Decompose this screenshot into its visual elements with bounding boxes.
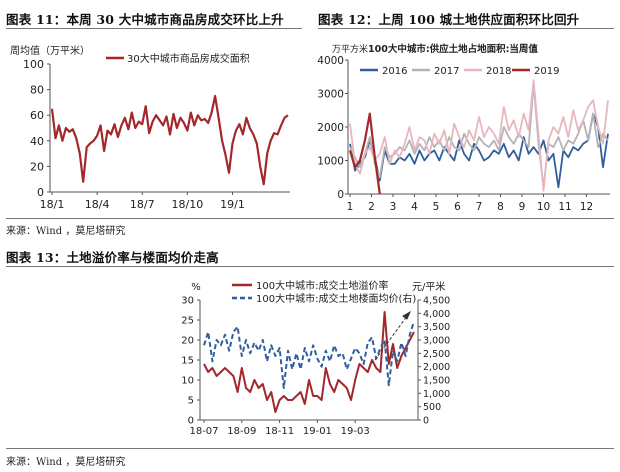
x-tick-label: 18/10 — [172, 198, 204, 211]
y-tick-label-left: 20 — [181, 336, 194, 347]
x-tick-label: 19/1 — [220, 198, 245, 211]
source-divider-bottom — [6, 448, 614, 449]
y-tick-label-left: 0 — [188, 416, 194, 427]
y-tick-label-right: 3,000 — [423, 336, 450, 347]
y-tick-label-right: 1,000 — [423, 389, 450, 400]
y-axis-unit-right: 元/平米 — [412, 280, 445, 293]
x-tick-label: 18/7 — [130, 198, 155, 211]
y-tick-label: 0 — [37, 186, 44, 199]
source-note-top: 来源：Wind ，莫尼塔研究 — [6, 226, 126, 237]
series-line-floor-price — [203, 321, 415, 389]
x-tick-label: 4 — [411, 201, 418, 213]
y-tick-label-right: 2,000 — [423, 362, 450, 373]
x-tick-label: 19-01 — [303, 426, 332, 437]
chart-fig12: 万平方米 100大中城市:供应土地占地面积:当周值 0 1000 2000 3000 400… — [317, 43, 610, 213]
x-tick-label: 8 — [497, 201, 504, 213]
y-tick-label: 2000 — [317, 122, 344, 134]
series-group-title: 100大中城市:供应土地占地面积:当周值 — [368, 43, 538, 55]
legend-label: 30大中城市商品房成交面积 — [127, 52, 250, 65]
x-tick-label: 3 — [390, 201, 397, 213]
x-tick-label: 18-09 — [227, 426, 256, 437]
y-tick-label: 60 — [30, 109, 44, 122]
annotation-arrowhead — [402, 310, 412, 320]
x-tick-label: 2 — [368, 201, 375, 213]
legend-label-2019: 2019 — [534, 66, 559, 77]
y-tick-label-left: 30 — [181, 296, 194, 307]
chart-title-fig13: 图表 13：土地溢价率与楼面均价走高 — [6, 250, 219, 265]
chart-fig13: % 元/平米 0 5 10 15 20 25 30 0 500 1,000 1,500 2,000 2,50… — [181, 279, 450, 437]
x-tick-label: 11 — [558, 201, 571, 213]
y-tick-label: 0 — [337, 189, 344, 201]
y-axis-unit-left: % — [191, 282, 201, 293]
legend-label-2017: 2017 — [434, 66, 459, 77]
y-tick-label-right: 3,500 — [423, 322, 450, 333]
chart-title-fig11: 图表 11：本周 30 大中城市商品房成交环比上升 — [6, 12, 284, 27]
y-tick-label-right: 1,500 — [423, 376, 450, 387]
legend-label-floor-price: 100大中城市:成交土地楼面均价(右) — [256, 292, 416, 305]
y-axis-title: 周均值（万平米） — [10, 44, 90, 57]
y-axis-title: 万平方米 — [332, 43, 368, 55]
x-tick-label: 10 — [537, 201, 550, 213]
chart-title-fig12: 图表 12：上周 100 城土地供应面积环比回升 — [318, 12, 580, 27]
series-line-2016 — [349, 112, 609, 189]
y-tick-label-right: 0 — [423, 416, 429, 427]
x-tick-label: 19-03 — [341, 426, 370, 437]
y-tick-label-right: 4,500 — [423, 296, 450, 307]
x-tick-label: 12 — [580, 201, 593, 213]
x-tick-label: 6 — [454, 201, 461, 213]
title-divider-right — [318, 28, 614, 29]
y-tick-label-left: 5 — [188, 396, 194, 407]
y-tick-label: 80 — [30, 84, 44, 97]
source-divider-top — [6, 218, 614, 219]
x-tick-label: 18/4 — [85, 198, 110, 211]
y-tick-label: 4000 — [317, 55, 344, 67]
y-tick-label-left: 25 — [181, 316, 194, 327]
y-tick-label: 100 — [23, 58, 44, 71]
y-tick-label-right: 4,000 — [423, 309, 450, 320]
title-divider-left — [6, 28, 302, 29]
x-tick-label: 1 — [347, 201, 354, 213]
y-tick-label-right: 500 — [423, 402, 441, 413]
y-tick-label: 1000 — [317, 156, 344, 168]
source-note-bottom: 来源：Wind ，莫尼塔研究 — [6, 457, 126, 468]
y-tick-label-left: 15 — [181, 356, 194, 367]
y-tick-label: 3000 — [317, 89, 344, 101]
legend-label-premium-rate: 100大中城市:成交土地溢价率 — [256, 279, 388, 292]
y-tick-label-left: 10 — [181, 376, 194, 387]
series-line-2018 — [349, 79, 609, 192]
x-tick-label: 18-07 — [189, 426, 218, 437]
x-tick-label: 9 — [519, 201, 526, 213]
y-tick-label-right: 2,500 — [423, 349, 450, 360]
chart-fig11: 周均值（万平米） 0 20 40 60 80 100 18/1 18/4 18/7 18/10 19/… — [10, 44, 290, 211]
title-divider-bottom — [6, 266, 614, 267]
series-line-30-city-sales — [50, 94, 289, 186]
x-tick-label: 18/1 — [40, 198, 65, 211]
x-tick-label: 5 — [433, 201, 440, 213]
y-tick-label: 20 — [30, 160, 44, 173]
x-tick-label: 18-11 — [265, 426, 294, 437]
series-line-2019 — [348, 112, 381, 195]
legend-label-2016: 2016 — [382, 66, 407, 77]
legend-label-2018: 2018 — [486, 66, 511, 77]
series-line-premium-rate — [203, 311, 415, 413]
x-tick-label: 7 — [476, 201, 483, 213]
y-tick-label: 40 — [30, 135, 44, 148]
